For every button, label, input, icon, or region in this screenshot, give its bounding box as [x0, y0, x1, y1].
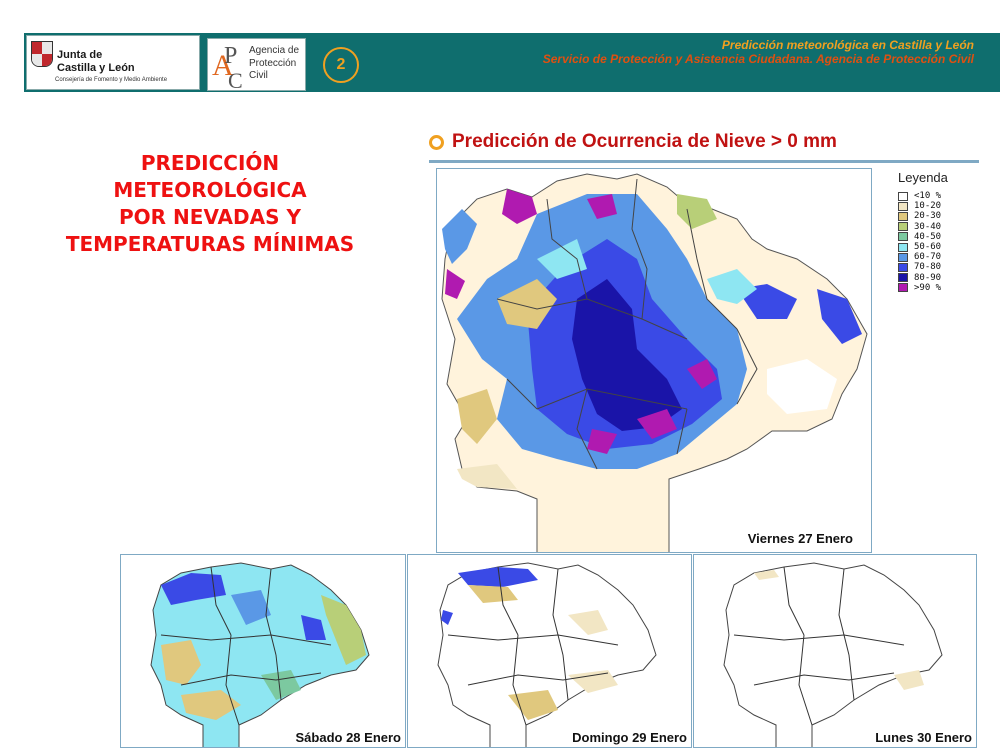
legend-label: 70-80 [914, 262, 942, 273]
legend-label: 40-50 [914, 231, 942, 242]
snow-map-friday [441, 173, 868, 552]
legend-swatch [898, 222, 908, 232]
legend-label: 30-40 [914, 221, 942, 232]
header-subtitle: Servicio de Protección y Asistencia Ciud… [542, 52, 974, 66]
legend: Leyenda <10 % 10-20 20-30 30-40 40-50 50… [884, 170, 984, 293]
legend-label: <10 % [914, 191, 942, 202]
forecast-map-sunday: Domingo 29 Enero [407, 554, 692, 748]
legend-item: >90 % [898, 283, 984, 293]
junta-logo: Junta de Castilla y León Consejería de F… [26, 35, 200, 90]
page-title-line2: METEOROLÓGICA [113, 178, 307, 202]
legend-item: 30-40 [898, 222, 984, 232]
page-title: PREDICCIÓN METEOROLÓGICA POR NEVADAS Y T… [30, 150, 390, 258]
legend-item: 70-80 [898, 262, 984, 272]
page-number-badge: 2 [323, 47, 359, 83]
legend-swatch [898, 201, 908, 211]
legend-item: <10 % [898, 191, 984, 201]
apc-mark-icon: A P C [212, 43, 243, 90]
legend-title: Leyenda [898, 170, 948, 185]
legend-swatch [898, 191, 908, 201]
org-name-line2: Castilla y León [57, 62, 135, 74]
legend-item: 80-90 [898, 273, 984, 283]
snow-map-monday [723, 562, 943, 747]
legend-label: 20-30 [914, 211, 942, 222]
legend-label: 60-70 [914, 252, 942, 263]
main-forecast-map: Viernes 27 Enero [436, 168, 872, 553]
page-title-line4: TEMPERATURAS MÍNIMAS [65, 232, 355, 256]
legend-item: 10-20 [898, 201, 984, 211]
map-caption-friday: Viernes 27 Enero [747, 531, 853, 546]
section-title: Predicción de Ocurrencia de Nieve > 0 mm [452, 131, 837, 152]
bullet-icon [429, 135, 444, 150]
legend-item: 40-50 [898, 232, 984, 242]
map-caption-monday: Lunes 30 Enero [875, 730, 972, 745]
legend-label: 80-90 [914, 272, 942, 283]
svg-text:C: C [228, 68, 243, 90]
org-name-line1: Junta de [57, 49, 103, 61]
page-title-line1: PREDICCIÓN [140, 151, 280, 175]
legend-swatch [898, 211, 908, 221]
legend-swatch [898, 273, 908, 283]
shield-icon [31, 41, 53, 67]
snow-map-sunday [437, 562, 657, 747]
legend-item: 20-30 [898, 211, 984, 221]
legend-swatch [898, 262, 908, 272]
legend-label: 50-60 [914, 242, 942, 253]
legend-swatch [898, 283, 908, 293]
legend-item: 50-60 [898, 242, 984, 252]
snow-map-saturday [150, 562, 370, 747]
agency-logo: A P C Agencia de Protección Civil [207, 38, 306, 91]
legend-swatch [898, 232, 908, 242]
map-caption-sunday: Domingo 29 Enero [572, 730, 687, 745]
page-title-line3: POR NEVADAS Y [119, 205, 301, 229]
legend-swatch [898, 252, 908, 262]
agency-name-line1: Agencia de [249, 45, 300, 56]
legend-label: >90 % [914, 282, 942, 293]
legend-label: 10-20 [914, 201, 942, 212]
forecast-map-monday: Lunes 30 Enero [693, 554, 977, 748]
map-caption-saturday: Sábado 28 Enero [295, 730, 401, 745]
svg-text:A: A [212, 49, 234, 82]
agency-name-line2: Protección [249, 58, 297, 69]
agency-name-line3: Civil [249, 70, 268, 81]
section-divider [429, 160, 979, 163]
org-department: Consejería de Fomento y Medio Ambiente [55, 77, 168, 83]
svg-text:P: P [224, 43, 237, 69]
forecast-map-saturday: Sábado 28 Enero [120, 554, 406, 748]
header-title: Predicción meteorológica en Castilla y L… [721, 38, 974, 52]
legend-swatch [898, 242, 908, 252]
legend-item: 60-70 [898, 252, 984, 262]
